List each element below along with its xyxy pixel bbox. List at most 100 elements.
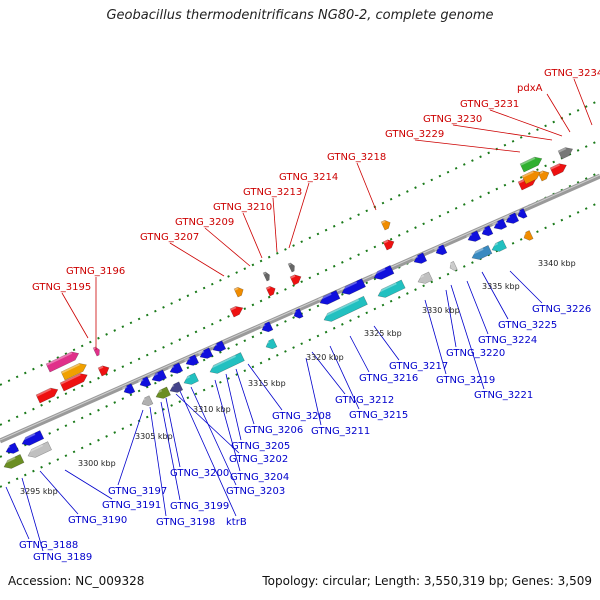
- reverse-label-leader: [179, 390, 237, 517]
- reverse-gene-block: [372, 265, 395, 280]
- forward-gene-label[interactable]: GTNG_3230: [423, 114, 482, 125]
- forward-label-leader: [573, 78, 593, 126]
- scale-tick-label: 3325 kbp: [364, 329, 402, 338]
- map-title: Geobacillus thermodenitrificans NG80-2, …: [106, 8, 494, 23]
- forward-label-leader: [546, 93, 571, 133]
- reverse-gene-label[interactable]: GTNG_3208: [272, 411, 331, 422]
- forward-gene-label[interactable]: GTNG_3196: [66, 266, 125, 277]
- forward-gene-block: [233, 286, 244, 298]
- reverse-gene-block: [516, 208, 528, 219]
- reverse-gene-label[interactable]: GTNG_3215: [349, 410, 408, 421]
- forward-label-leader: [204, 227, 251, 267]
- reverse-gene-label[interactable]: GTNG_3205: [231, 441, 290, 452]
- reverse-gene-label[interactable]: GTNG_3197: [108, 486, 167, 497]
- reverse-gene-block: [20, 430, 45, 446]
- forward-gene-block: [549, 163, 567, 177]
- forward-gene-label[interactable]: GTNG_3231: [460, 99, 519, 110]
- reverse-label-leader: [235, 368, 255, 425]
- reverse-gene-block: [434, 244, 448, 256]
- forward-label-leader: [61, 292, 89, 339]
- reverse-gene-label[interactable]: GTNG_3226: [532, 304, 591, 315]
- scale-tick-label: 3295 kbp: [20, 487, 58, 496]
- forward-gene-label[interactable]: GTNG_3210: [213, 202, 272, 213]
- reverse-gene-label[interactable]: GTNG_3191: [102, 500, 161, 511]
- reverse-gene-block: [448, 261, 458, 272]
- reverse-gene-label[interactable]: GTNG_3198: [156, 517, 215, 528]
- reverse-gene-label[interactable]: ktrB: [226, 517, 247, 528]
- forward-gene-block: [262, 271, 270, 282]
- forward-label-leader: [414, 139, 521, 153]
- reverse-gene-label[interactable]: GTNG_3217: [389, 361, 448, 372]
- reverse-gene-block: [211, 340, 227, 352]
- reverse-label-leader: [450, 284, 485, 390]
- reverse-gene-label[interactable]: GTNG_3221: [474, 390, 533, 401]
- reverse-gene-label[interactable]: GTNG_3204: [230, 472, 289, 483]
- reverse-gene-label[interactable]: GTNG_3224: [478, 335, 537, 346]
- reverse-label-leader: [5, 486, 30, 540]
- reverse-gene-label[interactable]: GTNG_3188: [19, 540, 78, 551]
- reverse-gene-block: [2, 454, 25, 469]
- reverse-gene-label[interactable]: GTNG_3200: [170, 468, 229, 479]
- reverse-gene-block: [154, 386, 171, 399]
- scale-tick-label: 3330 kbp: [422, 306, 460, 315]
- reverse-gene-block: [4, 442, 20, 454]
- forward-gene-block: [557, 147, 574, 160]
- forward-label-leader: [272, 197, 278, 253]
- scale-labels: 3295 kbp 3300 kbp 3305 kbp 3310 kbp 3315 kbp…: [20, 259, 576, 496]
- reverse-gene-label[interactable]: GTNG_3220: [446, 348, 505, 359]
- forward-gene-block: [45, 351, 80, 373]
- reverse-label-leader: [311, 351, 346, 395]
- genome-backbone-highlight: [0, 174, 600, 441]
- reverse-gene-block: [412, 252, 428, 264]
- reverse-gene-block: [208, 352, 245, 374]
- reverse-label-leader: [21, 477, 44, 552]
- scale-tick-label: 3315 kbp: [248, 379, 286, 388]
- genome-backbone: [0, 173, 600, 444]
- reverse-gene-label[interactable]: GTNG_3206: [244, 425, 303, 436]
- reverse-gene-block: [168, 362, 184, 374]
- scale-tick-label: 3335 kbp: [482, 282, 520, 291]
- reverse-gene-label[interactable]: GTNG_3202: [229, 454, 288, 465]
- reverse-gene-label[interactable]: GTNG_3211: [311, 426, 370, 437]
- reverse-gene-block: [340, 278, 366, 295]
- forward-gene-label[interactable]: GTNG_3218: [327, 152, 386, 163]
- reverse-gene-block: [260, 321, 274, 333]
- reverse-gene-block: [318, 290, 341, 305]
- forward-gene-label[interactable]: GTNG_3195: [32, 282, 91, 293]
- forward-gene-block: [521, 170, 541, 185]
- reverse-label-leader: [117, 409, 144, 486]
- reverse-gene-block: [264, 338, 278, 350]
- forward-gene-label[interactable]: GTNG_3213: [243, 187, 302, 198]
- reverse-label-leader: [39, 470, 79, 515]
- gene-features: [2, 147, 574, 469]
- reverse-gene-label[interactable]: GTNG_3212: [335, 395, 394, 406]
- forward-gene-label[interactable]: GTNG_3207: [140, 232, 199, 243]
- reverse-gene-label[interactable]: GTNG_3225: [498, 320, 557, 331]
- reverse-gene-label[interactable]: GTNG_3199: [170, 501, 229, 512]
- reverse-label-leader: [329, 345, 360, 410]
- forward-gene-label[interactable]: GTNG_3229: [385, 129, 444, 140]
- reverse-label-leader: [305, 357, 322, 426]
- forward-label-leader: [169, 242, 225, 277]
- reverse-gene-label[interactable]: GTNG_3190: [68, 515, 127, 526]
- reverse-gene-block: [522, 230, 534, 241]
- forward-gene-label[interactable]: pdxA: [517, 83, 543, 94]
- reverse-label-leader: [509, 270, 543, 304]
- forward-gene-label[interactable]: GTNG_3209: [175, 217, 234, 228]
- forward-gene-block: [229, 306, 244, 318]
- reverse-gene-block: [292, 308, 304, 319]
- forward-gene-block: [265, 285, 276, 297]
- reverse-label-leader: [214, 379, 241, 472]
- forward-gene-label[interactable]: GTNG_3214: [279, 172, 338, 183]
- forward-gene-block: [287, 262, 295, 273]
- reverse-gene-block: [466, 230, 482, 242]
- reverse-gene-label[interactable]: GTNG_3189: [33, 552, 92, 563]
- reverse-gene-block: [322, 295, 368, 322]
- reverse-gene-block: [492, 218, 508, 230]
- reverse-gene-label[interactable]: GTNG_3219: [436, 375, 495, 386]
- forward-gene-label[interactable]: GTNG_3234: [544, 68, 600, 79]
- reverse-gene-label[interactable]: GTNG_3216: [359, 373, 418, 384]
- reverse-gene-block: [138, 376, 152, 388]
- reverse-gene-label[interactable]: GTNG_3203: [226, 486, 285, 497]
